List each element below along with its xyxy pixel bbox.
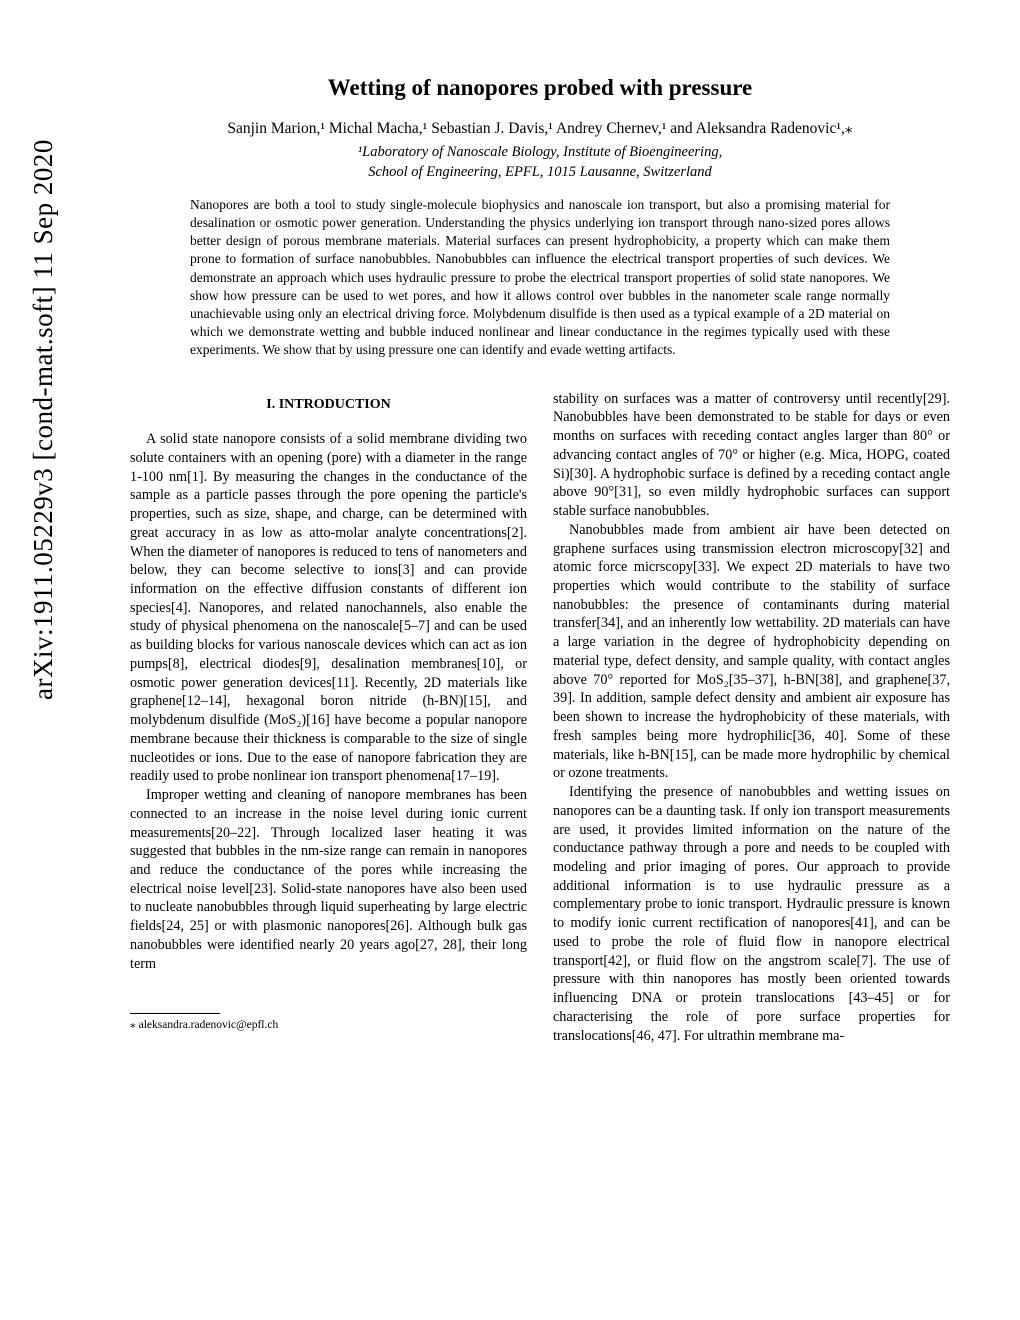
paragraph: Nanobubbles made from ambient air have b… bbox=[553, 521, 950, 783]
affiliation-line-2: School of Engineering, EPFL, 1015 Lausan… bbox=[130, 163, 950, 182]
section-heading-introduction: I. INTRODUCTION bbox=[130, 396, 527, 414]
paragraph: stability on surfaces was a matter of co… bbox=[553, 390, 950, 521]
right-column: stability on surfaces was a matter of co… bbox=[553, 390, 950, 1046]
abstract-text: Nanopores are both a tool to study singl… bbox=[190, 196, 890, 360]
author-list: Sanjin Marion,¹ Michal Macha,¹ Sebastian… bbox=[130, 119, 950, 138]
left-column: I. INTRODUCTION A solid state nanopore c… bbox=[130, 390, 527, 1046]
paper-page: arXiv:1911.05229v3 [cond-mat.soft] 11 Se… bbox=[0, 0, 1020, 1085]
paragraph: A solid state nanopore consists of a sol… bbox=[130, 430, 527, 786]
corresponding-author-footnote: ⁎ aleksandra.radenovic@epfl.ch bbox=[130, 1018, 527, 1033]
paragraph: Improper wetting and cleaning of nanopor… bbox=[130, 786, 527, 973]
arxiv-id-stamp: arXiv:1911.05229v3 [cond-mat.soft] 11 Se… bbox=[28, 139, 59, 700]
two-column-body: I. INTRODUCTION A solid state nanopore c… bbox=[130, 390, 950, 1046]
footnote-separator bbox=[130, 1013, 220, 1014]
paper-title: Wetting of nanopores probed with pressur… bbox=[130, 75, 950, 101]
affiliation-line-1: ¹Laboratory of Nanoscale Biology, Instit… bbox=[130, 143, 950, 162]
paragraph: Identifying the presence of nanobubbles … bbox=[553, 783, 950, 1045]
